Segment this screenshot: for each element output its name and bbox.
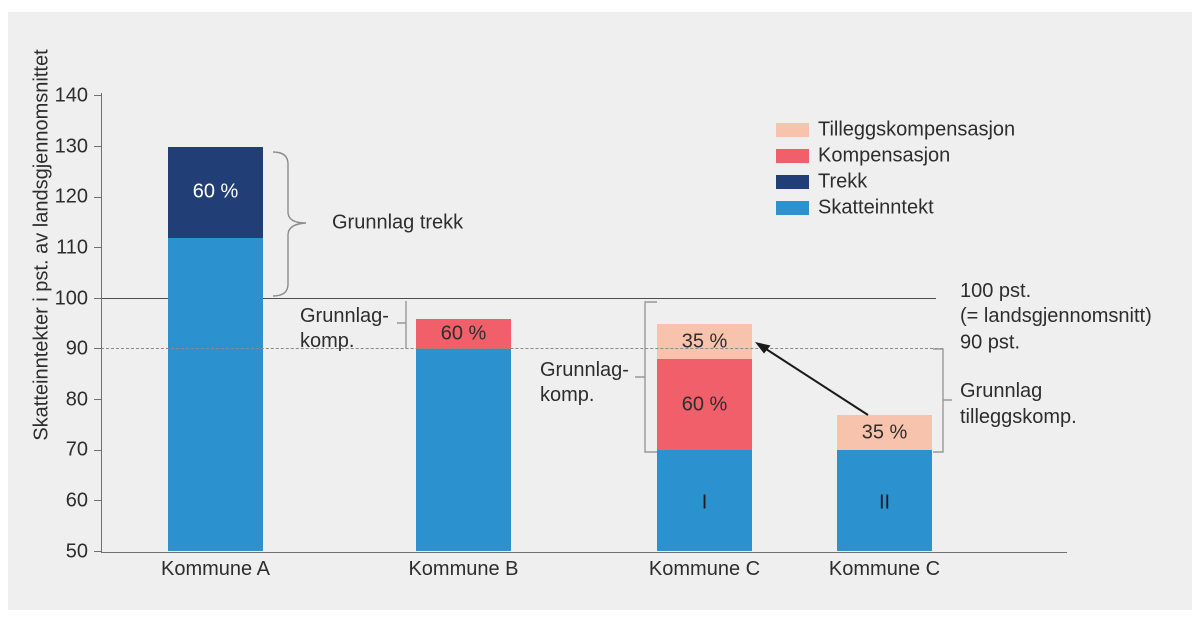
annotation-grunnlag-komp-b: Grunnlag- komp.: [300, 304, 389, 354]
annotation-grunnlag-komp-c: Grunnlag- komp.: [540, 358, 629, 408]
y-tick-mark: [94, 247, 101, 249]
y-tick-mark: [94, 297, 101, 299]
y-tick-label: 80: [65, 388, 88, 411]
y-tick-mark: [94, 196, 101, 198]
x-category-label: Kommune C: [828, 558, 941, 580]
bar-value-label: 60 %: [192, 180, 239, 203]
y-tick-mark: [94, 348, 101, 350]
annotation-line: komp.: [540, 384, 595, 406]
bar-segment-kompensasjon: 60 %: [416, 318, 511, 350]
x-category-label: Kommune B: [408, 558, 519, 580]
annotation-90-pst: 90 pst.: [960, 331, 1021, 354]
legend-swatch-skatteinntekt: [776, 201, 809, 215]
y-tick-mark: [94, 399, 101, 400]
x-category-label: Kommune C: [648, 558, 761, 580]
x-category-label: Kommune A: [161, 558, 270, 580]
annotation-line: (= landsgjennomsnitt): [960, 305, 1152, 327]
bar-segment-tilleggskompensasjon: 35 %: [837, 414, 932, 451]
y-tick-label: 120: [54, 185, 88, 208]
x-axis-line: [101, 551, 1067, 553]
bar-segment-trekk: 60 %: [168, 146, 263, 238]
y-tick-mark: [94, 146, 101, 147]
legend-swatch-kompensasjon: [776, 149, 809, 163]
y-tick-label: 140: [54, 84, 88, 107]
y-tick-label: 50: [65, 540, 88, 562]
legend-label-trekk: Trekk: [818, 170, 868, 193]
annotation-line: Grunnlag-: [300, 305, 389, 327]
reference-line-100: [101, 297, 936, 299]
y-tick-label: 90: [65, 337, 88, 360]
bar-segment-kompensasjon: 60 %: [657, 359, 752, 451]
annotation-line: komp.: [300, 330, 355, 352]
bar-segment-skatteinntekt: [657, 450, 752, 552]
annotation-grunnlag-trekk: Grunnlag trekk: [332, 211, 464, 234]
legend-label-kompensasjon: Kompensasjon: [818, 144, 951, 167]
y-tick-label: 110: [56, 236, 88, 259]
y-tick-label: 60: [65, 489, 88, 512]
bar-segment-tilleggskompensasjon: 35 %: [657, 323, 752, 360]
annotation-line: tilleggskomp.: [960, 406, 1077, 428]
reference-line-90: [101, 348, 943, 350]
annotation-line: Grunnlag-: [540, 359, 629, 381]
annotation-line: 100 pst.: [960, 280, 1032, 302]
bar-value-label: 35 %: [861, 421, 908, 444]
annotation-grunnlag-tilleggskomp: Grunnlag tilleggskomp.: [960, 378, 1077, 430]
bar-segment-skatteinntekt: [168, 237, 263, 552]
legend-label-tilleggskompensasjon: Tilleggskompensasjon: [818, 118, 1016, 141]
y-axis-line: [101, 93, 103, 553]
y-tick-mark: [94, 95, 101, 97]
legend-swatch-tilleggskompensasjon: [776, 123, 809, 137]
annotation-line: Grunnlag: [960, 380, 1043, 402]
y-tick-label: 100: [54, 287, 88, 309]
y-tick-mark: [94, 500, 101, 502]
annotation-100-pst: 100 pst. (= landsgjennomsnitt): [960, 279, 1152, 329]
y-tick-label: 130: [54, 135, 88, 158]
bar-segment-skatteinntekt: [837, 450, 932, 552]
bar-value-label: 60 %: [440, 322, 487, 345]
legend-label-skatteinntekt: Skatteinntekt: [818, 196, 934, 219]
y-tick-label: 70: [65, 438, 88, 461]
bar-variant-label: II: [878, 491, 891, 514]
bar-segment-skatteinntekt: [416, 349, 511, 552]
bar-value-label: 60 %: [681, 393, 728, 416]
bar-variant-label: I: [701, 491, 708, 514]
legend-swatch-trekk: [776, 175, 809, 189]
bar-value-label: 35 %: [681, 330, 728, 352]
y-tick-mark: [94, 550, 101, 552]
y-tick-mark: [94, 449, 101, 451]
